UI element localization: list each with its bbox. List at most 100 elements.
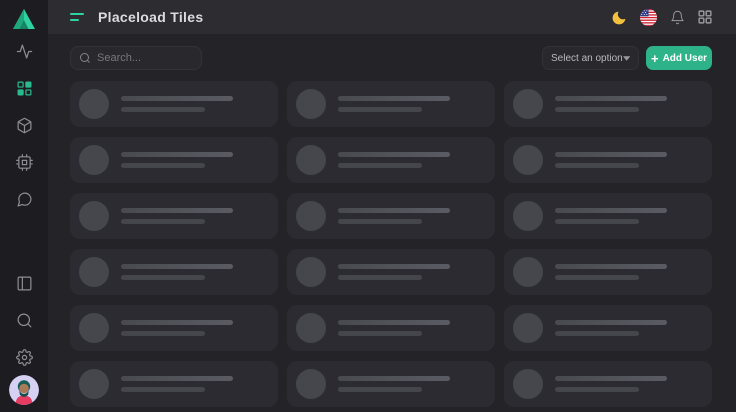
user-avatar[interactable]	[9, 375, 39, 405]
tile-lines	[338, 96, 483, 112]
tile-lines	[121, 376, 266, 392]
tile-line-secondary	[338, 331, 423, 336]
tile-avatar-placeholder	[513, 313, 543, 343]
tile-line-secondary	[121, 275, 206, 280]
tile-line-primary	[121, 320, 233, 325]
filter-select[interactable]: Select an option	[542, 46, 639, 70]
placeload-tile	[287, 81, 495, 127]
search-input[interactable]	[97, 52, 193, 64]
tile-avatar-placeholder	[296, 313, 326, 343]
chevron-down-icon	[622, 55, 630, 61]
placeload-tile	[504, 249, 712, 295]
plus-icon: +	[650, 50, 659, 66]
tile-lines	[338, 208, 483, 224]
tile-avatar-placeholder	[79, 145, 109, 175]
tile-line-primary	[338, 264, 450, 269]
tile-line-secondary	[555, 107, 640, 112]
tile-lines	[555, 376, 700, 392]
placeload-tile	[287, 305, 495, 351]
placeload-tile	[504, 137, 712, 183]
tile-lines	[555, 208, 700, 224]
tile-line-secondary	[121, 163, 206, 168]
tile-lines	[121, 96, 266, 112]
toolbar-right: Select an option + Add User	[542, 46, 712, 70]
search-box[interactable]	[70, 46, 202, 70]
tile-line-primary	[555, 96, 667, 101]
tile-line-primary	[555, 152, 667, 157]
cpu-icon[interactable]	[15, 153, 33, 171]
placeload-tile	[504, 361, 712, 407]
placeload-tile	[287, 249, 495, 295]
tile-line-secondary	[338, 107, 423, 112]
tile-line-secondary	[121, 107, 206, 112]
tile-avatar-placeholder	[79, 89, 109, 119]
tile-line-primary	[121, 208, 233, 213]
tile-line-primary	[555, 376, 667, 381]
activity-icon[interactable]	[15, 42, 33, 60]
tile-line-primary	[555, 264, 667, 269]
tile-lines	[555, 96, 700, 112]
grid-icon[interactable]	[15, 79, 33, 97]
tile-line-secondary	[555, 331, 640, 336]
tile-avatar-placeholder	[296, 145, 326, 175]
tile-line-secondary	[555, 219, 640, 224]
tile-lines	[338, 376, 483, 392]
tile-avatar-placeholder	[296, 201, 326, 231]
search-icon	[80, 53, 90, 63]
placeload-tile	[287, 361, 495, 407]
tile-line-primary	[338, 208, 450, 213]
tiles-grid	[70, 81, 712, 407]
placeload-tile	[504, 305, 712, 351]
tile-lines	[121, 264, 266, 280]
tile-line-primary	[555, 208, 667, 213]
placeload-tile	[70, 361, 278, 407]
placeload-tile	[287, 137, 495, 183]
tile-lines	[121, 152, 266, 168]
tile-line-primary	[338, 152, 450, 157]
menu-toggle-icon[interactable]	[70, 11, 85, 23]
bell-icon[interactable]	[670, 10, 685, 25]
tile-lines	[555, 152, 700, 168]
placeload-tile	[70, 193, 278, 239]
tile-line-secondary	[338, 387, 423, 392]
tile-line-primary	[121, 376, 233, 381]
tile-avatar-placeholder	[79, 257, 109, 287]
tile-lines	[121, 208, 266, 224]
tile-lines	[555, 320, 700, 336]
app-logo[interactable]	[12, 8, 36, 30]
tile-line-secondary	[338, 163, 423, 168]
tile-avatar-placeholder	[513, 369, 543, 399]
gear-icon[interactable]	[15, 348, 33, 366]
tile-line-secondary	[338, 219, 423, 224]
add-user-label: Add User	[662, 52, 708, 64]
tile-lines	[338, 264, 483, 280]
box-icon[interactable]	[15, 116, 33, 134]
tile-avatar-placeholder	[513, 257, 543, 287]
tile-avatar-placeholder	[79, 313, 109, 343]
tile-line-secondary	[338, 275, 423, 280]
apps-grid-icon[interactable]	[698, 10, 712, 24]
chat-icon[interactable]	[15, 190, 33, 208]
tile-line-primary	[121, 152, 233, 157]
add-user-button[interactable]: + Add User	[646, 46, 712, 70]
top-header: Placeload Tiles	[48, 0, 736, 34]
placeload-tile	[70, 249, 278, 295]
panel-icon[interactable]	[15, 274, 33, 292]
placeload-tile	[287, 193, 495, 239]
tile-avatar-placeholder	[513, 201, 543, 231]
toolbar: Select an option + Add User	[70, 46, 712, 70]
placeload-tile	[70, 305, 278, 351]
tile-avatar-placeholder	[296, 257, 326, 287]
sidebar-nav	[15, 42, 33, 208]
us-flag-icon[interactable]	[640, 8, 657, 26]
main-area: Placeload Tiles	[48, 0, 736, 412]
search-icon[interactable]	[15, 311, 33, 329]
tile-line-secondary	[555, 163, 640, 168]
sidebar	[0, 0, 48, 412]
tile-avatar-placeholder	[79, 369, 109, 399]
page-title: Placeload Tiles	[98, 9, 204, 25]
tile-line-secondary	[121, 219, 206, 224]
moon-icon[interactable]	[612, 9, 627, 25]
tile-line-primary	[121, 96, 233, 101]
tile-line-primary	[338, 376, 450, 381]
